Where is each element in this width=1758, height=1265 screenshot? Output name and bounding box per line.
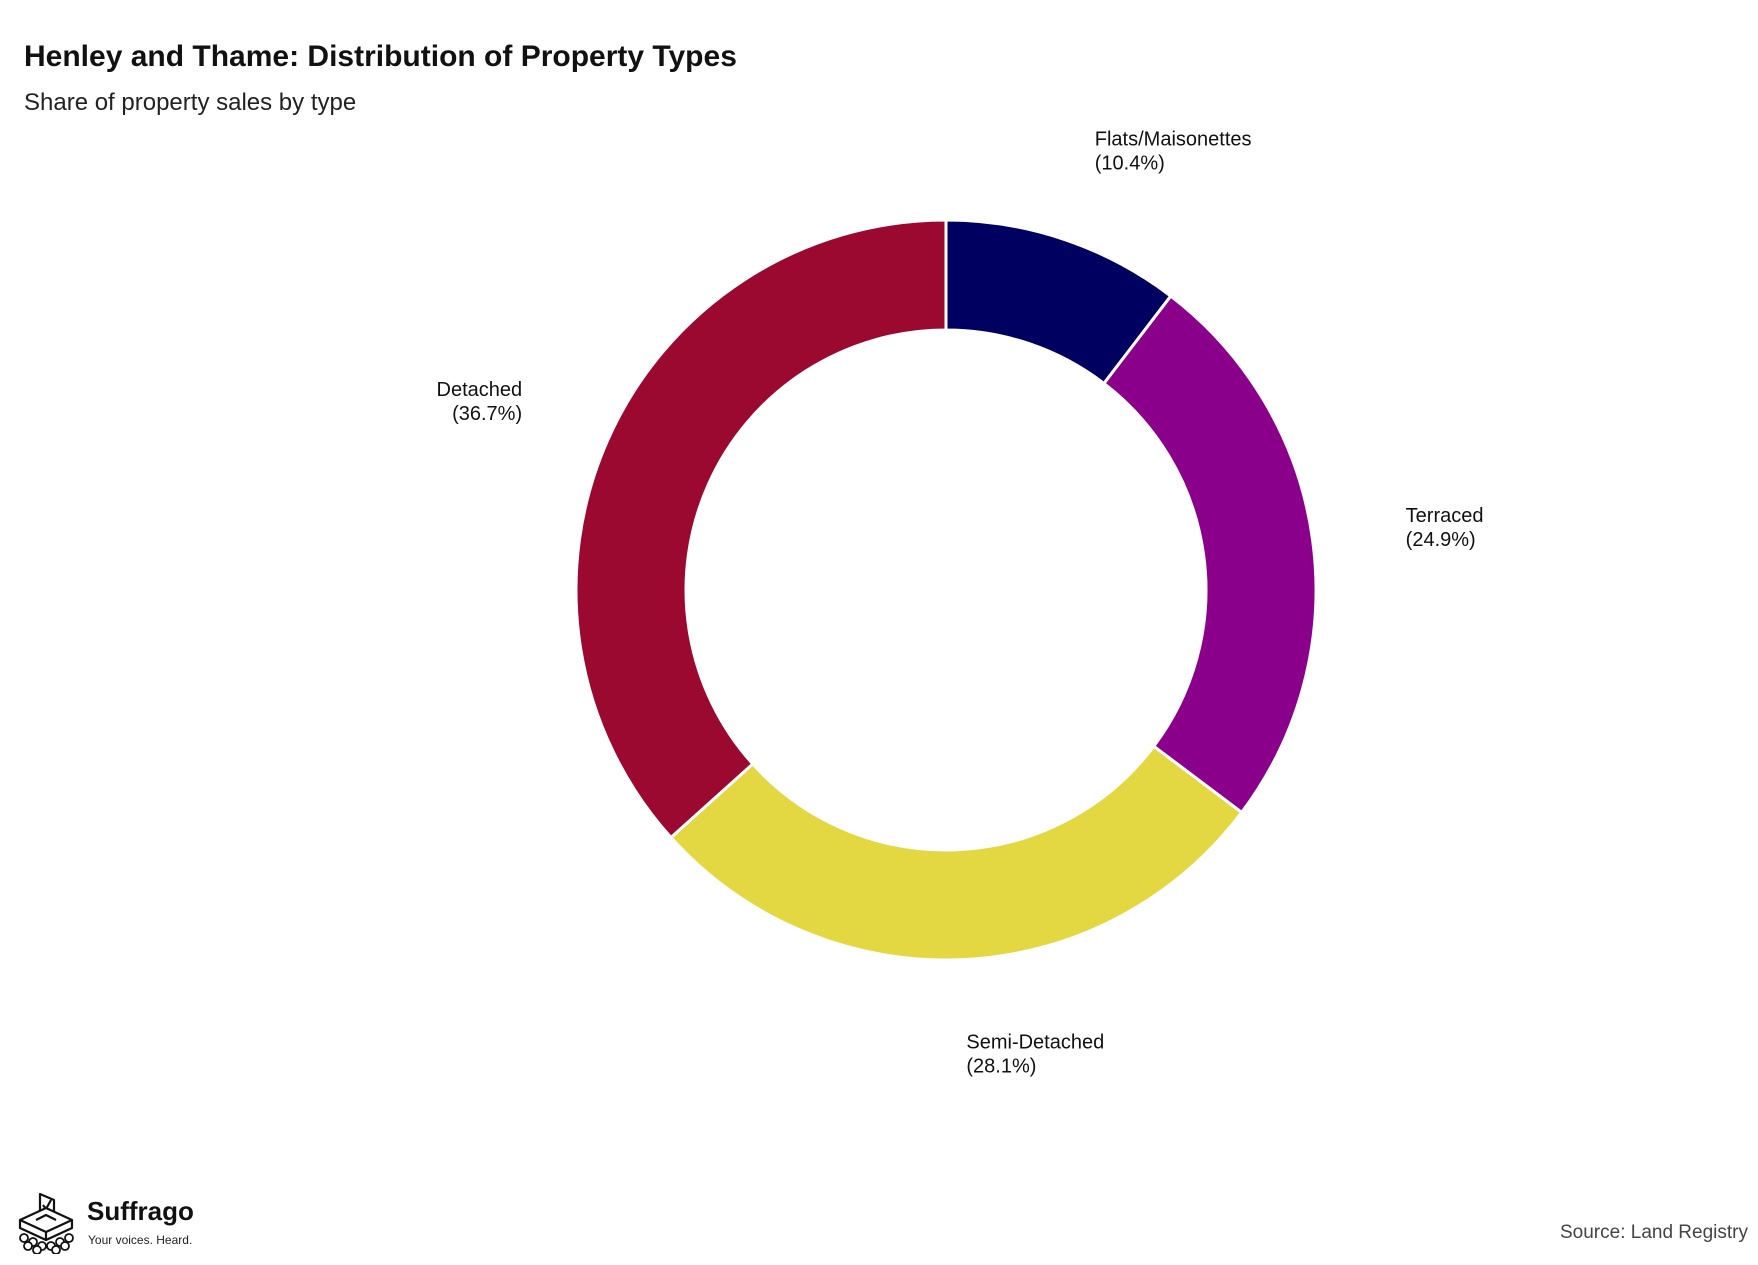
slice-label-name: Semi-Detached <box>966 1032 1104 1054</box>
slice-label-name: Terraced <box>1406 505 1484 527</box>
slice-label-value: (28.1%) <box>966 1056 1036 1078</box>
chart-subtitle: Share of property sales by type <box>24 89 357 116</box>
slice-label-value: (36.7%) <box>452 403 522 425</box>
source-note: Source: Land Registry <box>1560 1222 1748 1243</box>
donut-slices <box>574 218 1318 962</box>
slice-label-detached: Detached (36.7%) <box>437 379 523 425</box>
slice-label-name: Flats/Maisonettes <box>1095 128 1252 150</box>
slice-labels: Flats/Maisonettes (10.4%) Terraced (24.9%) S… <box>437 128 1484 1077</box>
slice-label-flats-maisonettes: Flats/Maisonettes (10.4%) <box>1095 128 1252 174</box>
ballot-box-icon <box>18 1192 74 1254</box>
suffrago-logo: Suffrago Your voices. Heard. <box>14 1190 204 1254</box>
slice-detached <box>574 218 948 840</box>
slice-label-value: (10.4%) <box>1095 152 1165 174</box>
chart-title: Henley and Thame: Distribution of Proper… <box>24 40 737 73</box>
slice-label-name: Detached <box>437 379 523 401</box>
slice-semi-detached <box>668 744 1244 962</box>
slice-label-semi-detached: Semi-Detached (28.1%) <box>966 1032 1104 1078</box>
logo-name: Suffrago <box>87 1196 194 1226</box>
slice-label-terraced: Terraced (24.9%) <box>1406 505 1484 551</box>
slice-label-value: (24.9%) <box>1406 529 1476 551</box>
slice-terraced <box>1101 293 1318 815</box>
logo-tagline: Your voices. Heard. <box>88 1233 193 1247</box>
